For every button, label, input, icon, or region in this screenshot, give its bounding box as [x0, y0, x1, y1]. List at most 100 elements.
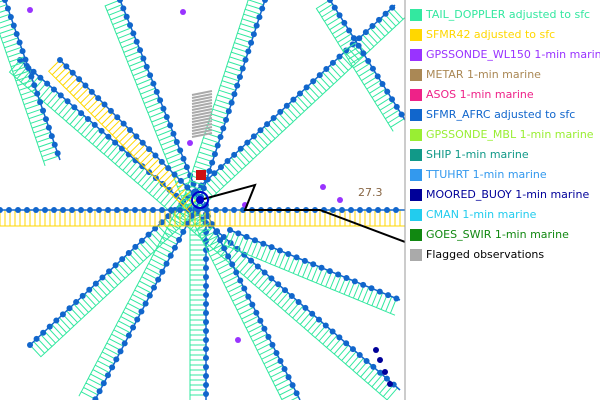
flagged-barb [191, 105, 213, 111]
track-dot [336, 334, 343, 341]
track-dot [277, 357, 284, 364]
track-dot [177, 177, 184, 184]
track-dot [385, 292, 392, 299]
track-dot [50, 86, 57, 93]
track-dot [250, 31, 257, 38]
track-dot [78, 207, 84, 213]
track-dot [339, 207, 345, 213]
track-dot [183, 164, 190, 171]
track-dot [203, 337, 209, 343]
buoy-dot [382, 369, 388, 375]
legend-swatch [410, 189, 422, 201]
track-dot [120, 5, 127, 12]
track-dot [249, 301, 256, 308]
track-dot [231, 91, 238, 98]
track-dot [92, 280, 99, 287]
track-dot [130, 30, 137, 37]
flagged-barb [191, 120, 213, 126]
track-dot [245, 48, 252, 55]
track-dot [168, 207, 174, 213]
track-dot [203, 319, 209, 325]
track-dot [393, 103, 400, 110]
legend-label: GOES_SWIR 1-min marine [426, 228, 569, 241]
track-dot [51, 141, 58, 148]
track-dot [256, 14, 263, 21]
track-dot [203, 292, 209, 298]
track-dot [351, 278, 358, 285]
track-dot [261, 325, 268, 332]
track-dot [310, 261, 317, 268]
track-dot [127, 127, 134, 134]
track-dot [227, 227, 233, 233]
storm-track [199, 183, 405, 243]
track-dot [293, 390, 300, 397]
track-dot [45, 124, 52, 131]
track-dot [203, 274, 209, 280]
track-dot [28, 73, 35, 80]
track-dot [73, 299, 80, 306]
track-dot [362, 29, 369, 36]
track-dot [37, 99, 44, 106]
track-dot [273, 349, 280, 356]
track-dot [365, 58, 372, 65]
track-dot [203, 391, 209, 397]
track-dot [138, 308, 145, 315]
track-dot [37, 74, 44, 81]
track-dot [261, 269, 268, 276]
track-dot [19, 48, 26, 55]
track-dot [95, 95, 102, 102]
track-dot [140, 55, 147, 62]
track-dot [160, 105, 167, 112]
track-dot [118, 145, 125, 152]
sonde-dot [320, 184, 326, 190]
track-dot [369, 65, 376, 72]
track-dot [346, 27, 353, 34]
legend-label: SFMR42 adjusted to sfc [426, 28, 555, 41]
track-dot [184, 220, 191, 227]
track-dot [87, 207, 93, 213]
track-dot [22, 56, 29, 63]
track-dot [379, 80, 386, 87]
track-dot [104, 372, 111, 379]
flagged-barb [191, 117, 213, 123]
track-dot [107, 107, 114, 114]
track-dot [363, 357, 370, 364]
track-dot [123, 13, 130, 20]
track-dot [245, 293, 252, 300]
track-dot [368, 285, 375, 292]
legend-label: SHIP 1-min marine [426, 148, 529, 161]
legend-swatch [410, 129, 422, 141]
track-dot [153, 88, 160, 95]
flagged-barb [191, 102, 213, 108]
track-dot [176, 236, 183, 243]
track-dot [220, 125, 227, 132]
flagged-barb [191, 108, 213, 114]
track-dot [223, 116, 230, 123]
track-dot [142, 300, 149, 307]
track-dot [6, 207, 12, 213]
track-dot [132, 243, 139, 250]
track-dot [360, 281, 367, 288]
track-dot [53, 317, 60, 324]
track-dot [157, 97, 164, 104]
track-dot [398, 111, 405, 118]
track-dot [329, 328, 336, 335]
track-dot [244, 139, 251, 146]
track-dot [15, 207, 21, 213]
track-dot [203, 373, 209, 379]
buoy-dot [373, 347, 379, 353]
track-dot [235, 230, 242, 237]
track-dot [217, 133, 224, 140]
track-dot [276, 247, 283, 254]
track-dot [40, 107, 47, 114]
track-dot [295, 298, 302, 305]
track-dot [119, 256, 126, 263]
flagged-barb [191, 96, 213, 102]
track-dot [117, 0, 123, 3]
track-dot [82, 82, 89, 89]
track-dot [241, 251, 248, 258]
track-dot [315, 316, 322, 323]
track-dot [393, 295, 400, 302]
track-dot [330, 207, 336, 213]
